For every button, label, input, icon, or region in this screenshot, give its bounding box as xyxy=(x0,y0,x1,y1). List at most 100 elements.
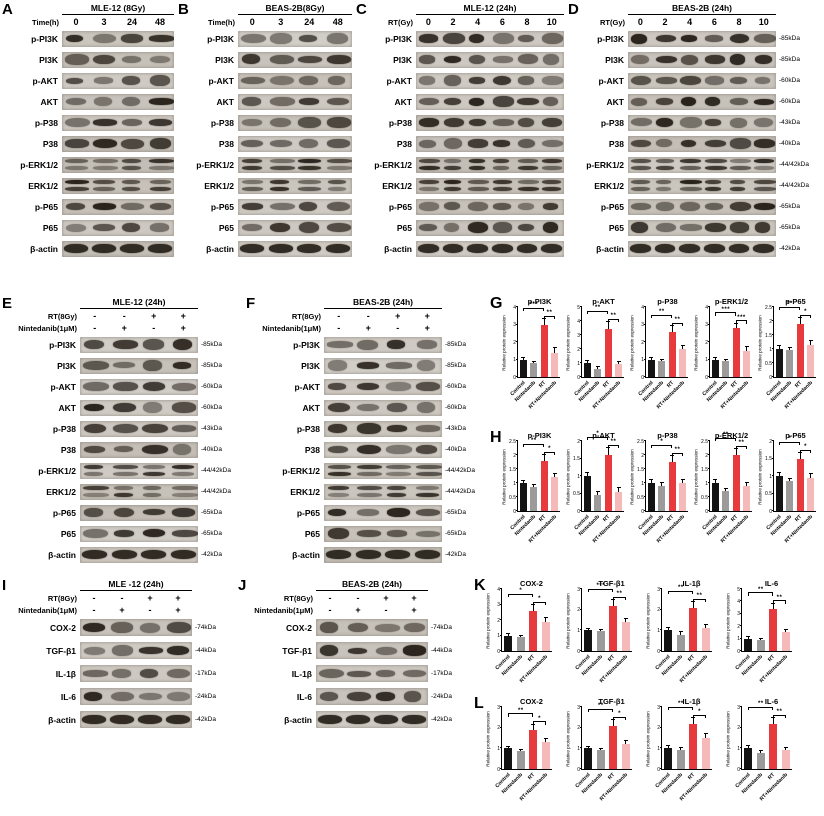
y-tick-label: 1 xyxy=(657,627,660,634)
blot-row: ERK1/2 -44/42kDa xyxy=(260,481,486,502)
lane-header-value: 3 xyxy=(101,17,107,27)
y-tick-label: 0 xyxy=(769,374,772,381)
bar-Control xyxy=(519,359,527,377)
bar-Control xyxy=(583,363,591,377)
y-tick-label: 0.5 xyxy=(765,360,772,367)
chart-group-L: L COX-2 Relative protein expression 0 1 2 3… xyxy=(474,696,804,806)
y-tick-label: 0 xyxy=(513,508,516,515)
protein-label: COX-2 xyxy=(50,622,76,633)
bar-RT xyxy=(668,331,676,377)
y-tick-label: 1 xyxy=(657,745,660,752)
chart-title: p-P38 xyxy=(657,297,678,306)
lane-header-value: - xyxy=(148,605,152,615)
bar-chart: IL-1β Relative protein expression 0 1 2 3 *… xyxy=(644,696,724,806)
lane-header-label: Nintedanib(1μM) xyxy=(18,323,77,333)
plot-area: ** ** xyxy=(660,585,712,652)
y-tick-label: 0 xyxy=(705,374,708,381)
blot-strip xyxy=(324,504,442,521)
blot-strip xyxy=(416,135,564,152)
protein-label: IL-1β xyxy=(291,668,312,679)
y-tick-label: 2.5 xyxy=(765,304,772,311)
row-blots-nintedanib-signaling: E MLE-12 (24h) RT(8Gy) - - + + Nintedanib(1μM) -… xyxy=(2,296,820,565)
bar-RT xyxy=(769,723,778,769)
blot-strip xyxy=(238,114,352,131)
significance-label: ** xyxy=(530,438,537,444)
protein-label: P65 xyxy=(218,222,234,233)
protein-label: p-P38 xyxy=(600,117,624,128)
blot-row: IL-1β -17kDa xyxy=(16,662,234,685)
protein-label: P38 xyxy=(60,444,76,455)
significance-label: ** xyxy=(517,707,524,714)
y-tick-label: 1 xyxy=(769,473,772,480)
bar-Nintedanib xyxy=(722,361,730,377)
blot-strip xyxy=(80,483,198,500)
lane-header-value: - xyxy=(337,323,341,333)
panel-letter-E: E xyxy=(2,295,13,312)
bar-Control xyxy=(775,349,783,377)
y-tick-label: 0 xyxy=(705,508,708,515)
y-tick-label: 2 xyxy=(577,438,580,445)
y-tick-label: 1 xyxy=(737,636,740,643)
blot-strip xyxy=(316,665,428,682)
blot-row: P38 xyxy=(370,133,564,154)
blot-strip xyxy=(324,357,442,374)
blot-strip xyxy=(80,420,198,437)
y-tick-label: 2 xyxy=(769,318,772,325)
lane-header-value: 48 xyxy=(332,17,343,27)
blot-strip xyxy=(238,156,352,173)
protein-label: p-P65 xyxy=(296,507,320,518)
lane-header-value: + xyxy=(411,593,417,603)
panel-letter-I: I xyxy=(2,577,7,594)
y-tick-label: 0 xyxy=(577,374,580,381)
blot-strip xyxy=(416,93,564,110)
chart-group-G: G p-PI3K Relative protein expression 0 1 2… xyxy=(490,296,820,422)
significance-label: * xyxy=(698,709,701,716)
blot-strip xyxy=(62,72,174,89)
bar-chart: p-ERK1/2 Relative protein expression 0 1 2… xyxy=(692,296,756,422)
blot-title: BEAS-2B (24h) xyxy=(316,579,428,591)
blot-panel-F: F BEAS-2B (24h) RT(8Gy) - - + + Nintedanib(1μM)… xyxy=(246,296,486,565)
bar-Nintedanib xyxy=(596,631,605,651)
blot-strip xyxy=(324,441,442,458)
blot-strip xyxy=(316,711,428,728)
protein-label: p-PI3K xyxy=(207,33,234,44)
bar-Nintedanib xyxy=(530,363,538,377)
protein-label: p-AKT xyxy=(598,75,625,86)
blot-strip xyxy=(62,240,174,257)
blot-strip xyxy=(416,177,564,194)
y-tick-label: 3 xyxy=(657,704,660,711)
blot-row: p-PI3K xyxy=(192,28,352,49)
bar-chart: p-P65 Relative protein expression 0 0.5 1 1… xyxy=(756,430,820,556)
y-tick-label: 0.5 xyxy=(509,494,516,501)
kda-label: -24kDa xyxy=(431,693,452,700)
lane-header-value: 0 xyxy=(249,17,255,27)
lane-header-row: Nintedanib(1μM) - + - + xyxy=(252,604,470,616)
y-tick-label: 4 xyxy=(737,598,740,605)
blot-strip xyxy=(416,156,564,173)
significance-label: * xyxy=(596,431,600,437)
blot-row: AKT -60kDa xyxy=(16,397,242,418)
blot-row: p-ERK1/2 xyxy=(370,154,564,175)
bar-Control xyxy=(584,748,593,769)
kda-label: -85kDa xyxy=(779,56,800,63)
lane-header-row: RT(8Gy) - - + + xyxy=(16,310,242,322)
protein-label: P65 xyxy=(304,528,320,539)
lane-header-value: - xyxy=(93,323,97,333)
y-tick-label: 0 xyxy=(737,766,740,773)
kda-label: -65kDa xyxy=(779,203,800,210)
lane-header-value: 2 xyxy=(662,17,668,27)
chart-title: p-AKT xyxy=(592,297,615,306)
protein-label: β-actin xyxy=(48,549,76,560)
y-tick-label: 0 xyxy=(769,508,772,515)
y-tick-label: 3 xyxy=(497,704,500,711)
y-tick-label: 0 xyxy=(577,508,580,515)
plot-area: * * xyxy=(500,588,552,652)
y-tick-label: 4 xyxy=(705,304,708,311)
protein-label: p-AKT xyxy=(208,75,235,86)
blot-strip xyxy=(628,240,776,257)
blot-strip xyxy=(80,441,198,458)
blot-strip xyxy=(416,51,564,68)
plot-area: *** xyxy=(580,431,624,512)
protein-label: p-P38 xyxy=(52,423,76,434)
